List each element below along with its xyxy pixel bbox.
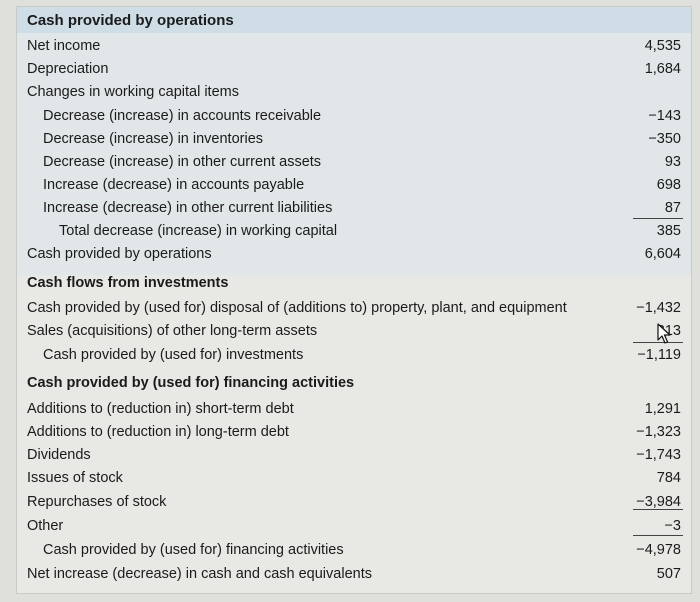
investments-heading-row: Cash flows from investments	[17, 272, 691, 295]
financing-item-value: 1,291	[644, 401, 681, 417]
financing-item-label: Repurchases of stock	[27, 494, 167, 510]
net-change-value: 507	[656, 566, 681, 582]
subtotal-rule	[633, 218, 683, 219]
wc-row: Decrease (increase) in other current ass…	[17, 151, 691, 174]
investment-row: Sales (acquisitions) of other long-term …	[17, 320, 691, 343]
financing-row: Additions to (reduction in) short-term d…	[17, 398, 691, 421]
wc-item-label: Increase (decrease) in other current lia…	[43, 200, 333, 216]
operations-total-row: Cash provided by operations 6,604	[17, 243, 691, 266]
financing-row: Dividends −1,743	[17, 444, 691, 467]
subtotal-rule	[633, 509, 683, 510]
wc-row: Increase (decrease) in accounts payable …	[17, 174, 691, 197]
wc-total-row: Total decrease (increase) in working cap…	[17, 220, 691, 243]
subtotal-rule	[633, 535, 683, 536]
wc-total-value: 385	[656, 223, 681, 239]
depreciation-value: 1,684	[644, 61, 681, 77]
investments-total-label: Cash provided by (used for) investments	[43, 347, 304, 363]
net-income-value: 4,535	[644, 38, 681, 54]
financing-row: Other −3	[17, 515, 691, 538]
operations-total-label: Cash provided by operations	[27, 246, 212, 262]
wc-item-value: 87	[664, 200, 681, 216]
wc-heading: Changes in working capital items	[27, 84, 239, 100]
financing-item-value: −3,984	[636, 494, 681, 510]
header-band	[17, 7, 691, 33]
financing-item-label: Additions to (reduction in) short-term d…	[27, 401, 294, 417]
subtotal-rule	[633, 342, 683, 343]
investments-total-value: −1,119	[637, 347, 681, 363]
net-change-label: Net increase (decrease) in cash and cash…	[27, 566, 372, 582]
financing-heading-row: Cash provided by (used for) financing ac…	[17, 372, 691, 395]
financing-row: Issues of stock 784	[17, 467, 691, 490]
investment-item-label: Cash provided by (used for) disposal of …	[27, 300, 567, 316]
wc-item-value: 93	[664, 154, 681, 170]
financing-item-label: Other	[27, 518, 64, 534]
financing-item-value: −1,743	[636, 447, 681, 463]
investment-item-label: Sales (acquisitions) of other long-term …	[27, 323, 318, 339]
operations-stripe	[17, 33, 691, 275]
wc-item-label: Decrease (increase) in other current ass…	[43, 154, 322, 170]
financing-heading: Cash provided by (used for) financing ac…	[27, 375, 355, 391]
depreciation-label: Depreciation	[27, 61, 109, 77]
wc-item-label: Decrease (increase) in inventories	[43, 131, 264, 147]
investments-heading: Cash flows from investments	[27, 275, 229, 291]
cash-flow-statement: Cash provided by operations Net income 4…	[16, 6, 692, 594]
financing-item-label: Issues of stock	[27, 470, 123, 486]
mouse-pointer-icon	[657, 323, 671, 344]
financing-item-value: 784	[656, 470, 681, 486]
financing-row: Repurchases of stock −3,984	[17, 491, 691, 514]
financing-row: Additions to (reduction in) long-term de…	[17, 421, 691, 444]
financing-item-value: −3	[664, 518, 681, 534]
financing-item-value: −1,323	[636, 424, 681, 440]
investment-item-value: −1,432	[636, 300, 681, 316]
operations-heading-row: Cash provided by operations	[17, 9, 691, 32]
wc-heading-row: Changes in working capital items	[17, 81, 691, 104]
depreciation-row: Depreciation 1,684	[17, 58, 691, 81]
financing-total-value: −4,978	[636, 542, 681, 558]
wc-row: Decrease (increase) in inventories −350	[17, 128, 691, 151]
wc-row: Increase (decrease) in other current lia…	[17, 197, 691, 220]
financing-item-label: Dividends	[27, 447, 91, 463]
financing-total-label: Cash provided by (used for) financing ac…	[43, 542, 344, 558]
wc-row: Decrease (increase) in accounts receivab…	[17, 105, 691, 128]
operations-heading: Cash provided by operations	[27, 12, 234, 29]
net-change-row: Net increase (decrease) in cash and cash…	[17, 563, 691, 586]
net-income-label: Net income	[27, 38, 101, 54]
operations-total-value: 6,604	[644, 246, 681, 262]
financing-item-label: Additions to (reduction in) long-term de…	[27, 424, 289, 440]
investments-total-row: Cash provided by (used for) investments …	[17, 344, 691, 367]
wc-item-value: −143	[648, 108, 681, 124]
financing-total-row: Cash provided by (used for) financing ac…	[17, 539, 691, 562]
wc-item-label: Increase (decrease) in accounts payable	[43, 177, 305, 193]
wc-total-label: Total decrease (increase) in working cap…	[59, 223, 338, 239]
wc-item-value: −350	[648, 131, 681, 147]
net-income-row: Net income 4,535	[17, 35, 691, 58]
investment-row: Cash provided by (used for) disposal of …	[17, 297, 691, 320]
wc-item-value: 698	[656, 177, 681, 193]
wc-item-label: Decrease (increase) in accounts receivab…	[43, 108, 322, 124]
